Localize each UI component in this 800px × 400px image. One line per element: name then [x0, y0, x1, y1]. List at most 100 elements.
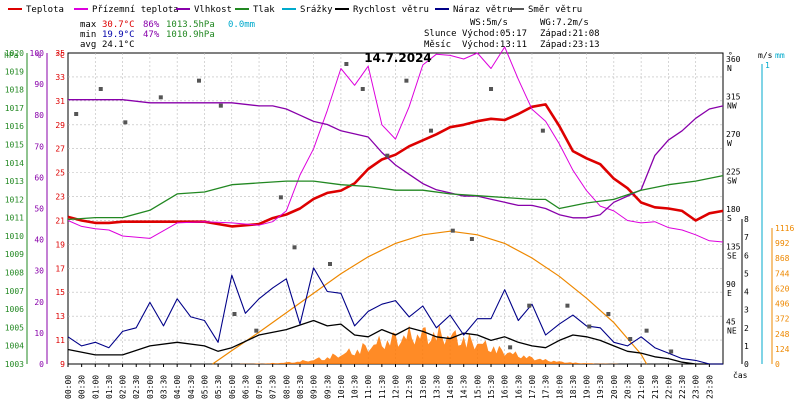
x-tick-label: 02:00 [119, 375, 128, 399]
ms-tick-label: 1 [744, 342, 749, 351]
dir-tick-label: 315 [726, 93, 741, 102]
hpa-tick-label: 1010 [5, 232, 24, 241]
wind-direction-point [385, 153, 390, 158]
stat-max-hum: 86% [143, 20, 160, 30]
info-block: WS:5m/s WG:7.2m/s Slunce Východ:05:17 Zá… [424, 18, 600, 50]
x-tick-label: 06:30 [241, 375, 250, 399]
wm2-tick-label: 248 [775, 330, 790, 339]
degc-tick-label: 31 [55, 97, 65, 106]
compass-tick-label: SE [727, 252, 737, 261]
legend-label-temp: Teplota [26, 5, 64, 15]
hpa-tick-label: 1013 [5, 177, 24, 186]
x-tick-label: 15:00 [473, 375, 482, 399]
pct-tick-label: 40 [34, 236, 44, 245]
hpa-tick-label: 1004 [5, 342, 24, 351]
pct-tick-label: 80 [34, 111, 44, 120]
x-tick-label: 05:30 [214, 375, 223, 399]
info-sunrise: Východ:05:17 [462, 29, 527, 39]
pct-tick-label: 50 [34, 205, 44, 214]
x-tick-label: 15:30 [487, 375, 496, 399]
x-tick-label: 18:00 [555, 375, 564, 399]
degc-tick-label: 21 [55, 216, 65, 225]
x-tick-label: 17:30 [542, 375, 551, 399]
wm2-tick-label: 868 [775, 254, 790, 263]
sun-curve [212, 230, 648, 365]
chart-title: 14.7.2024 [364, 51, 432, 65]
info-wg: WG:7.2m/s [540, 18, 589, 28]
pct-tick-label: 10 [34, 329, 44, 338]
series-line-wind [67, 319, 723, 365]
x-tick-label: 12:30 [405, 375, 414, 399]
wind-direction-point [527, 303, 532, 308]
wm2-tick-label: 1116 [775, 224, 794, 233]
hpa-tick-label: 1015 [5, 140, 24, 149]
compass-tick-label: S [727, 214, 732, 223]
series-line-gust [67, 267, 723, 365]
x-tick-label: 23:00 [692, 375, 701, 399]
dir-tick-label: 360 [726, 55, 741, 64]
info-moonrise: Východ:13:11 [462, 40, 527, 50]
degc-tick-label: 27 [55, 145, 65, 154]
wm2-tick-label: 372 [775, 315, 790, 324]
x-tick-label: 02:30 [132, 375, 141, 399]
compass-tick-label: NW [727, 102, 737, 111]
degc-tick-label: 25 [55, 169, 65, 178]
dir-tick-label: 180 [726, 205, 741, 214]
x-tick-label: 11:00 [364, 375, 373, 399]
hpa-tick-label: 1005 [5, 323, 24, 332]
ms-tick-label: 4 [744, 288, 749, 297]
x-tick-label: 08:30 [296, 375, 305, 399]
x-tick-label: 06:00 [228, 375, 237, 399]
ms-tick-label: 6 [744, 251, 749, 260]
solar-radiation-area [239, 324, 620, 364]
hpa-tick-label: 1012 [5, 195, 24, 204]
wind-direction-point [328, 262, 332, 266]
compass-tick-label: N [727, 64, 732, 73]
stat-max-label: max [80, 20, 97, 30]
x-tick-label: 04:00 [173, 375, 182, 399]
mm-tick-label: 1 [765, 61, 770, 70]
wm2-tick-label: 496 [775, 300, 790, 309]
x-tick-label: 20:00 [610, 375, 619, 399]
info-moon-label: Měsíc [424, 40, 451, 50]
wind-direction-point [278, 195, 283, 200]
x-tick-label: 13:30 [432, 375, 441, 399]
legend-label-winddir: Směr větru [528, 5, 582, 15]
wm2-tick-label: 124 [775, 345, 790, 354]
compass-tick-label: E [727, 289, 732, 298]
stat-min-temp: 19.9°C [102, 30, 135, 40]
x-tick-label: 10:00 [337, 375, 346, 399]
pct-tick-label: 60 [34, 173, 44, 182]
pct-axis-label: % [36, 51, 41, 60]
compass-tick-label: W [727, 139, 732, 148]
wind-direction-point [508, 345, 513, 350]
stat-max-rain: 0.0mm [228, 20, 255, 30]
wind-direction-point [565, 303, 570, 308]
wind-direction-point [428, 128, 433, 133]
wind-direction-point [669, 349, 674, 354]
hpa-tick-label: 1008 [5, 269, 24, 278]
wm2-tick-label: 744 [775, 269, 790, 278]
solar-area [239, 324, 620, 364]
x-tick-label: 17:00 [528, 375, 537, 399]
hpa-tick-label: 1003 [5, 360, 24, 369]
ms-tick-label: 2 [744, 324, 749, 333]
x-tick-label: 07:30 [269, 375, 278, 399]
stat-min-label: min [80, 30, 96, 40]
series-line-humidity [68, 99, 724, 219]
stat-min-hum: 47% [143, 30, 160, 40]
ms-tick-label: 0 [744, 360, 749, 369]
degc-axis-label: °C [55, 51, 65, 60]
stat-avg-label: avg [80, 40, 96, 50]
wind-direction-point [197, 78, 201, 83]
dir-tick-label: 135 [726, 243, 741, 252]
ms-tick-label: 5 [744, 269, 749, 278]
legend-label-humidity: Vlhkost [194, 5, 232, 15]
degc-tick-label: 29 [55, 121, 65, 130]
wind-direction-point [123, 120, 128, 125]
wm2-tick-label: 620 [775, 284, 790, 293]
ms-tick-label: 7 [744, 233, 749, 242]
x-tick-label: 16:30 [514, 375, 523, 399]
x-tick-label: 19:30 [596, 375, 605, 399]
degc-tick-label: 13 [55, 312, 65, 321]
